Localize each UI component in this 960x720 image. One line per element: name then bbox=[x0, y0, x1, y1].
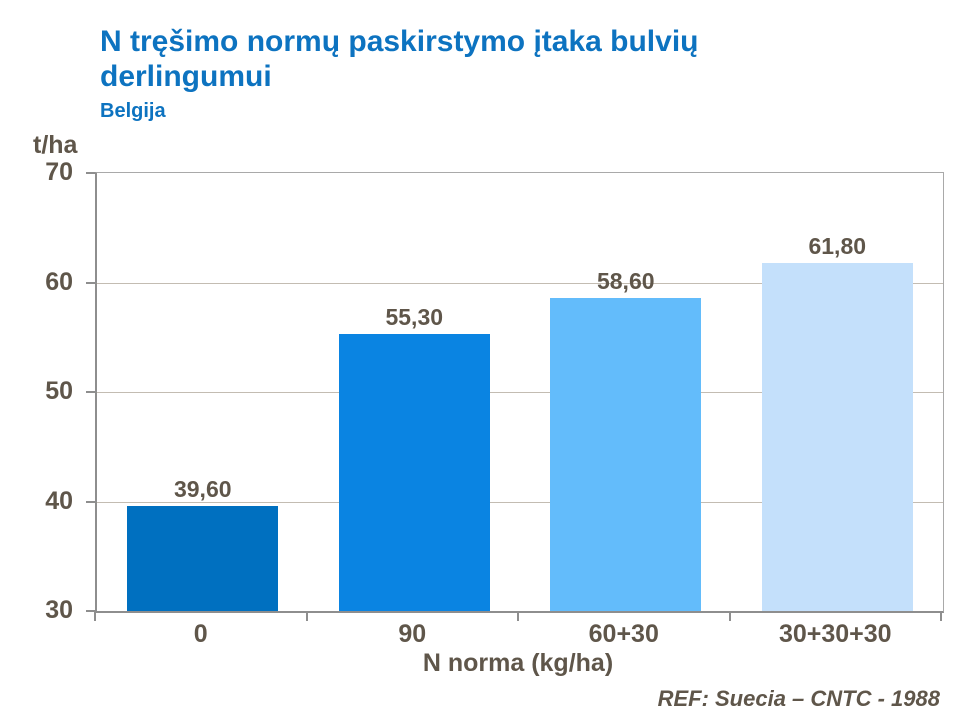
x-tick-label: 90 bbox=[398, 620, 427, 648]
gridline bbox=[97, 282, 943, 284]
y-axis-unit-label: t/ha bbox=[33, 131, 78, 159]
gridline bbox=[97, 392, 943, 393]
chart-title: N tręšimo normų paskirstymo įtaka bulvių… bbox=[100, 25, 699, 93]
gridline bbox=[97, 501, 943, 503]
chart-subtitle: Belgija bbox=[100, 100, 166, 122]
bar bbox=[761, 262, 913, 611]
x-tick-label: 0 bbox=[193, 620, 208, 648]
bar-value-label: 39,60 bbox=[173, 475, 232, 502]
bar bbox=[127, 505, 279, 611]
bar-value-label: 61,80 bbox=[808, 232, 867, 259]
bar-value-label: 58,60 bbox=[596, 267, 655, 294]
x-tick-mark bbox=[940, 612, 942, 621]
chart-footer: REF: Suecia – CNTC - 1988 bbox=[657, 686, 940, 711]
y-tick-label: 30 bbox=[45, 596, 73, 624]
bar bbox=[550, 297, 702, 611]
y-tick-mark bbox=[86, 172, 95, 174]
y-tick-label: 70 bbox=[45, 158, 73, 186]
x-tick-mark bbox=[94, 612, 96, 621]
y-tick-mark bbox=[86, 281, 95, 284]
y-tick-label: 40 bbox=[45, 486, 73, 515]
bar-value-label: 55,30 bbox=[385, 303, 444, 330]
bar bbox=[338, 333, 490, 611]
x-axis-title: N norma (kg/ha) bbox=[422, 649, 614, 677]
x-tick-mark bbox=[728, 612, 731, 621]
x-tick-mark bbox=[305, 612, 308, 621]
y-tick-label: 50 bbox=[45, 377, 73, 405]
plot-area: 39,60 55,30 58,60 61,80 bbox=[95, 172, 944, 613]
y-tick-mark bbox=[86, 610, 95, 612]
x-tick-mark bbox=[517, 612, 519, 621]
y-tick-mark bbox=[86, 500, 95, 503]
x-tick-label: 60+30 bbox=[588, 620, 659, 648]
x-tick-label: 30+30+30 bbox=[778, 620, 892, 648]
y-tick-label: 60 bbox=[45, 267, 73, 296]
y-tick-mark bbox=[86, 391, 95, 393]
